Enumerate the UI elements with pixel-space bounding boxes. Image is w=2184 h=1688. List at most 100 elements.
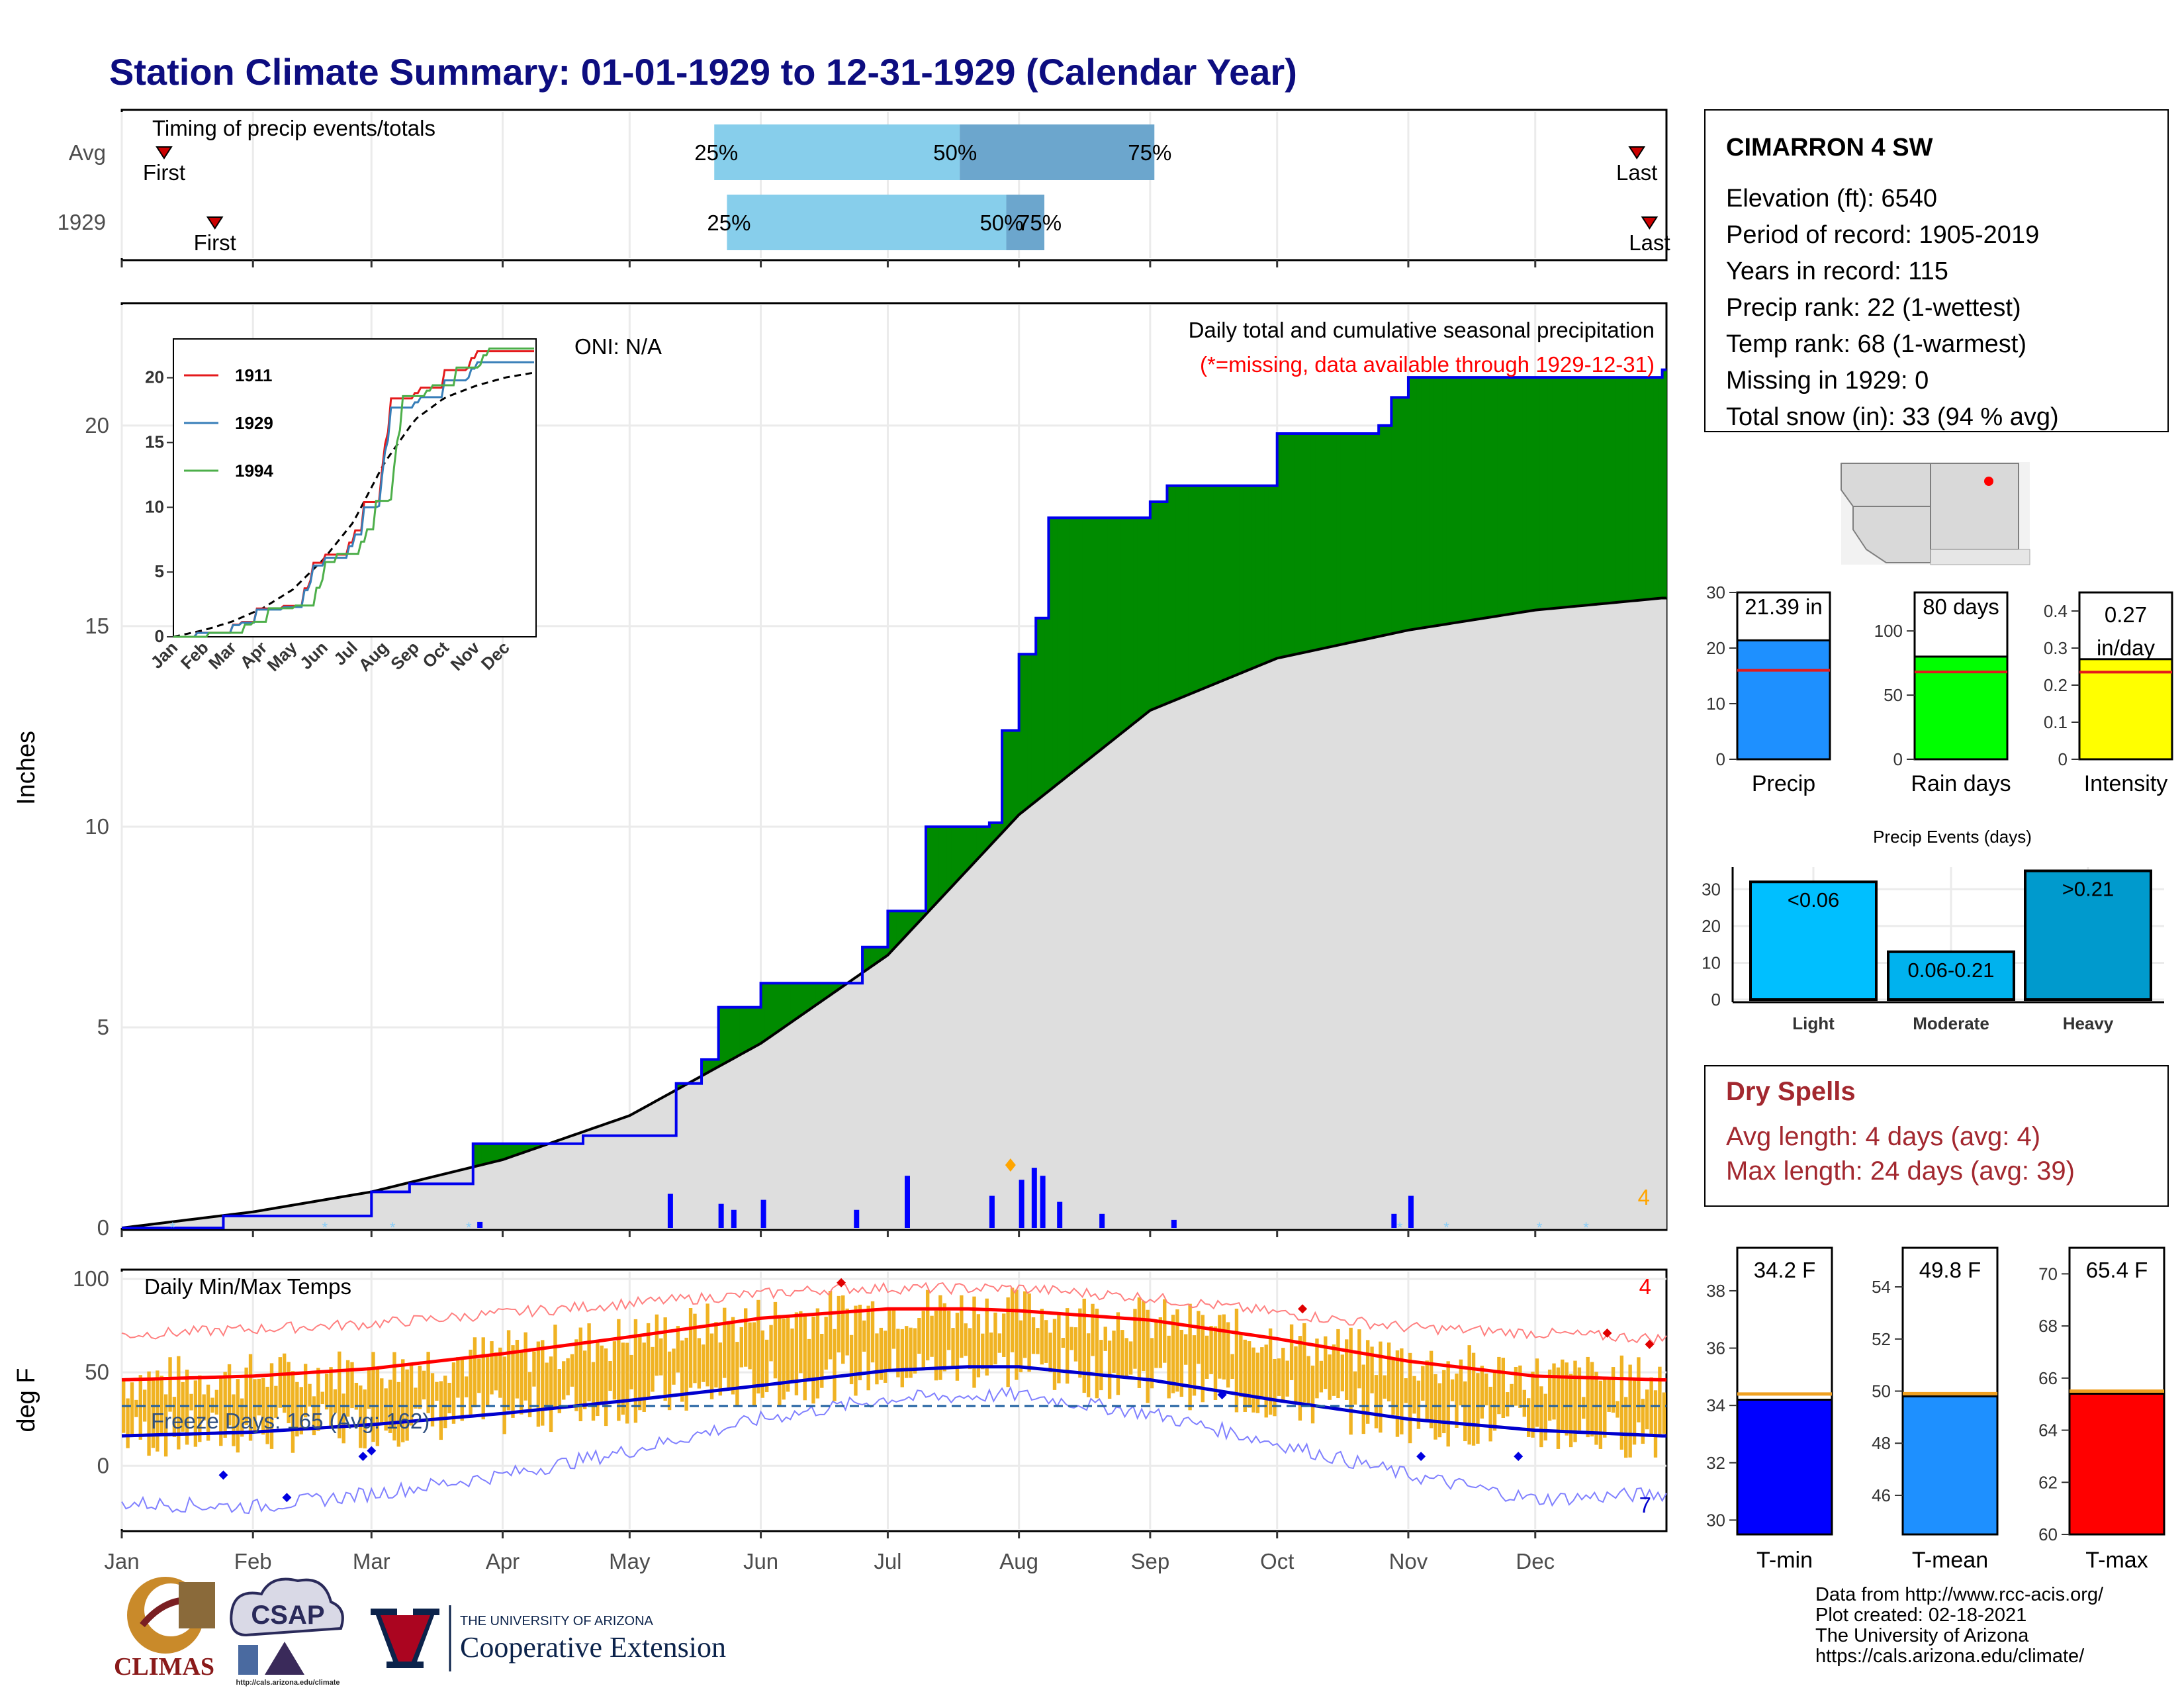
last-event-marker <box>1641 216 1659 230</box>
above-avg-fill <box>815 983 821 1006</box>
above-avg-fill <box>1586 377 1591 606</box>
daily-temp-bar <box>1133 1309 1137 1369</box>
daily-temp-bar <box>1298 1336 1302 1421</box>
daily-temp-bar <box>578 1327 583 1421</box>
above-avg-fill <box>1561 377 1566 608</box>
daily-temp-bar <box>1031 1317 1036 1354</box>
daily-temp-bar <box>587 1323 591 1402</box>
daily-temp-bar <box>1586 1356 1590 1438</box>
temp-x-label: T-mean <box>1912 1548 1988 1573</box>
above-avg-fill <box>934 826 939 906</box>
above-avg-fill <box>1336 433 1342 646</box>
events-category-label: Moderate <box>1913 1013 1989 1033</box>
above-avg-fill <box>1234 485 1240 676</box>
snow-marker: * <box>390 1219 396 1236</box>
daily-temp-bar <box>1188 1303 1192 1411</box>
above-avg-fill <box>1306 433 1312 652</box>
inset-legend-label: 1994 <box>235 461 273 481</box>
above-avg-fill <box>1619 377 1625 602</box>
station-info-line: Elevation (ft): 6540 <box>1726 185 1937 212</box>
daily-temp-bar <box>1501 1358 1506 1419</box>
summary-bar-precip <box>1736 639 1831 761</box>
daily-temp-bar <box>633 1319 638 1423</box>
temp-y-tick: 32 <box>1706 1453 1725 1473</box>
daily-temp-bar <box>1379 1341 1383 1433</box>
above-avg-fill <box>1209 485 1214 686</box>
station-info-line: Precip rank: 22 (1-wettest) <box>1726 294 2021 322</box>
daily-temp-bar <box>1171 1315 1175 1393</box>
temp-y-tick: 70 <box>2038 1264 2058 1284</box>
daily-temp-bar <box>375 1368 380 1446</box>
above-avg-fill <box>1036 618 1041 802</box>
above-avg-fill <box>723 1007 728 1064</box>
above-avg-fill <box>1370 433 1375 639</box>
above-avg-fill <box>790 983 796 1023</box>
daily-temp-bar <box>591 1362 596 1421</box>
above-avg-fill <box>799 983 804 1017</box>
above-avg-fill <box>896 911 901 947</box>
above-avg-fill <box>913 911 918 928</box>
above-avg-fill <box>676 1083 681 1090</box>
daily-temp-bar <box>676 1326 680 1373</box>
summary-y-tick: 100 <box>1874 621 1903 641</box>
daily-temp-bar <box>1052 1319 1057 1390</box>
above-avg-fill <box>1324 433 1329 649</box>
events-y-tick: 10 <box>1702 953 1721 972</box>
above-avg-fill <box>891 911 897 951</box>
temp-y-tick: 0 <box>97 1453 109 1477</box>
above-avg-fill <box>981 826 986 856</box>
above-avg-fill <box>1184 485 1189 697</box>
daily-temp-bar <box>1306 1356 1310 1406</box>
above-avg-fill <box>756 1007 762 1046</box>
daily-temp-bar <box>291 1371 295 1453</box>
precip-y-tick: 10 <box>85 814 109 839</box>
daily-temp-bar <box>862 1320 866 1352</box>
above-avg-fill <box>1531 377 1536 611</box>
location-map <box>1841 462 2030 565</box>
daily-temp-bar <box>1324 1336 1328 1389</box>
above-avg-fill <box>1522 377 1527 612</box>
timing-label: Timing of precip events/totals <box>152 116 435 140</box>
above-avg-fill <box>760 983 766 1044</box>
climas-logo-text: CLIMAS <box>114 1653 214 1681</box>
above-avg-fill <box>527 1143 533 1151</box>
station-name: CIMARRON 4 SW <box>1726 134 1933 162</box>
daily-temp-bar <box>502 1356 506 1434</box>
daily-precip-bar <box>477 1221 483 1228</box>
daily-temp-bar <box>1531 1372 1535 1438</box>
daily-temp-bar <box>917 1318 921 1354</box>
daily-temp-bar <box>739 1327 743 1368</box>
daily-temp-bar <box>764 1339 769 1393</box>
above-avg-fill <box>1603 377 1608 604</box>
daily-temp-bar <box>942 1303 946 1372</box>
daily-temp-bar <box>913 1328 917 1374</box>
daily-temp-bar <box>951 1328 955 1368</box>
daily-temp-bar <box>1607 1380 1611 1412</box>
above-avg-fill <box>1116 518 1121 737</box>
ua-logo-big-text: Cooperative Extension <box>460 1631 726 1664</box>
daily-temp-bar <box>1243 1339 1247 1412</box>
above-avg-fill <box>1658 377 1663 599</box>
above-avg-fill <box>752 1007 757 1049</box>
daily-temp-bar <box>782 1318 786 1400</box>
temp-bar-t-max <box>2068 1392 2165 1536</box>
above-avg-fill <box>1289 433 1295 656</box>
summary-y-tick: 20 <box>1706 638 1725 658</box>
above-avg-fill <box>1201 485 1206 690</box>
daily-temp-bar <box>1471 1352 1476 1446</box>
above-avg-fill <box>1476 377 1481 620</box>
daily-temp-bar <box>549 1356 553 1432</box>
daily-temp-bar <box>138 1375 142 1440</box>
daily-temp-bar <box>1205 1335 1209 1379</box>
above-avg-fill <box>1408 377 1413 630</box>
year-cumulative-line <box>122 368 1666 1229</box>
daily-temp-bar <box>198 1375 202 1442</box>
above-avg-fill <box>1247 485 1252 671</box>
temp-y-tick: 62 <box>2038 1472 2058 1492</box>
daily-temp-bar <box>1637 1357 1641 1423</box>
daily-temp-bar <box>811 1316 815 1404</box>
summary-y-tick: 0 <box>1893 749 1903 769</box>
above-avg-fill <box>485 1143 490 1164</box>
timing-p25-label: 25% <box>707 211 751 235</box>
daily-temp-bar <box>1158 1317 1163 1368</box>
